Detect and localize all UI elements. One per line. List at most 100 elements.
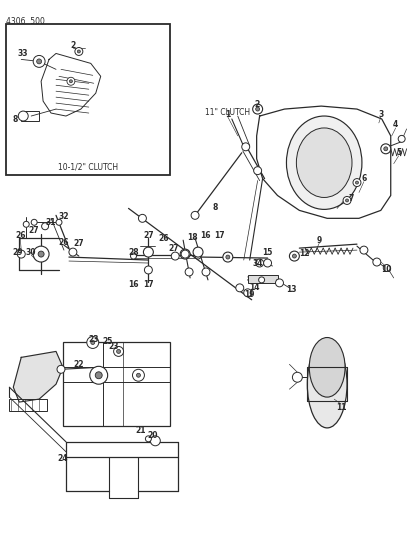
Circle shape: [292, 254, 296, 258]
Text: 19: 19: [244, 290, 254, 300]
Circle shape: [202, 268, 209, 276]
Circle shape: [150, 436, 160, 446]
Circle shape: [185, 268, 193, 276]
Text: 10-1/2" CLUTCH: 10-1/2" CLUTCH: [58, 163, 118, 172]
Text: 20: 20: [147, 431, 157, 440]
Circle shape: [352, 179, 360, 187]
Circle shape: [225, 255, 229, 259]
Text: 17: 17: [214, 231, 225, 240]
Circle shape: [183, 252, 187, 256]
Circle shape: [342, 197, 350, 205]
Text: 5: 5: [395, 148, 400, 157]
Circle shape: [95, 372, 102, 379]
Circle shape: [191, 212, 198, 219]
Text: 4: 4: [392, 120, 398, 130]
Circle shape: [77, 50, 80, 53]
Ellipse shape: [286, 116, 361, 209]
Text: 33: 33: [18, 49, 28, 58]
Circle shape: [195, 253, 200, 259]
Text: 27: 27: [29, 226, 39, 235]
Circle shape: [289, 251, 299, 261]
Circle shape: [67, 77, 75, 85]
Circle shape: [23, 221, 29, 227]
Text: 27: 27: [73, 239, 84, 248]
Circle shape: [397, 135, 404, 142]
Circle shape: [181, 250, 189, 258]
Circle shape: [243, 289, 251, 297]
Circle shape: [253, 167, 261, 175]
Text: 10: 10: [381, 265, 391, 274]
Circle shape: [171, 252, 179, 260]
Text: 26: 26: [157, 233, 168, 243]
Circle shape: [292, 372, 301, 382]
Text: 17: 17: [143, 280, 153, 289]
Text: 24: 24: [58, 454, 68, 463]
Text: 16: 16: [128, 280, 138, 289]
Circle shape: [113, 346, 123, 357]
Text: 21: 21: [135, 426, 145, 435]
Text: 15: 15: [262, 248, 272, 256]
Polygon shape: [13, 351, 63, 402]
Ellipse shape: [307, 341, 346, 428]
Circle shape: [33, 55, 45, 67]
Text: 8: 8: [13, 115, 18, 124]
Text: 27: 27: [143, 231, 153, 240]
Text: 2: 2: [254, 100, 258, 109]
Circle shape: [355, 181, 357, 184]
Circle shape: [145, 436, 151, 442]
Text: 13: 13: [285, 285, 296, 294]
Circle shape: [18, 111, 28, 121]
Text: 7: 7: [348, 194, 353, 203]
Bar: [9, 399, 47, 411]
Circle shape: [275, 279, 283, 287]
Circle shape: [252, 104, 262, 114]
Circle shape: [359, 246, 367, 254]
Circle shape: [372, 258, 380, 266]
Circle shape: [263, 259, 271, 267]
Text: 3: 3: [377, 110, 382, 118]
Circle shape: [130, 253, 136, 259]
Circle shape: [90, 341, 94, 344]
Text: 28: 28: [128, 248, 139, 256]
Circle shape: [69, 248, 76, 256]
Ellipse shape: [296, 128, 351, 197]
Bar: [247, 275, 277, 283]
Text: 4306  500: 4306 500: [7, 17, 45, 26]
Text: 25: 25: [102, 337, 112, 346]
Circle shape: [56, 219, 62, 225]
Text: 11" CLUTCH: 11" CLUTCH: [204, 108, 249, 117]
Bar: [7, 23, 170, 175]
Circle shape: [222, 252, 232, 262]
Circle shape: [143, 247, 153, 257]
Circle shape: [41, 223, 48, 230]
Circle shape: [193, 247, 202, 257]
Circle shape: [90, 366, 108, 384]
Circle shape: [235, 284, 243, 292]
Text: 14: 14: [249, 284, 259, 293]
Text: 2: 2: [70, 41, 75, 50]
Circle shape: [38, 251, 44, 257]
Circle shape: [255, 259, 263, 267]
Circle shape: [33, 246, 49, 262]
Circle shape: [17, 250, 25, 258]
Circle shape: [36, 59, 41, 64]
Circle shape: [180, 249, 190, 259]
Circle shape: [31, 219, 37, 225]
Text: 23: 23: [108, 342, 119, 351]
Circle shape: [132, 369, 144, 381]
Circle shape: [144, 266, 152, 274]
Text: 23: 23: [88, 335, 99, 344]
Text: 16: 16: [199, 231, 210, 240]
Circle shape: [241, 143, 249, 151]
Text: 27: 27: [168, 244, 178, 253]
Bar: [21, 111, 39, 121]
Circle shape: [382, 264, 389, 271]
Text: 9: 9: [316, 236, 321, 245]
Text: 11: 11: [335, 402, 346, 411]
Circle shape: [57, 365, 65, 373]
Circle shape: [87, 336, 99, 349]
Text: 34: 34: [252, 259, 262, 268]
Text: 31: 31: [46, 218, 56, 227]
Text: 22: 22: [74, 360, 84, 369]
Text: 29: 29: [12, 248, 22, 256]
